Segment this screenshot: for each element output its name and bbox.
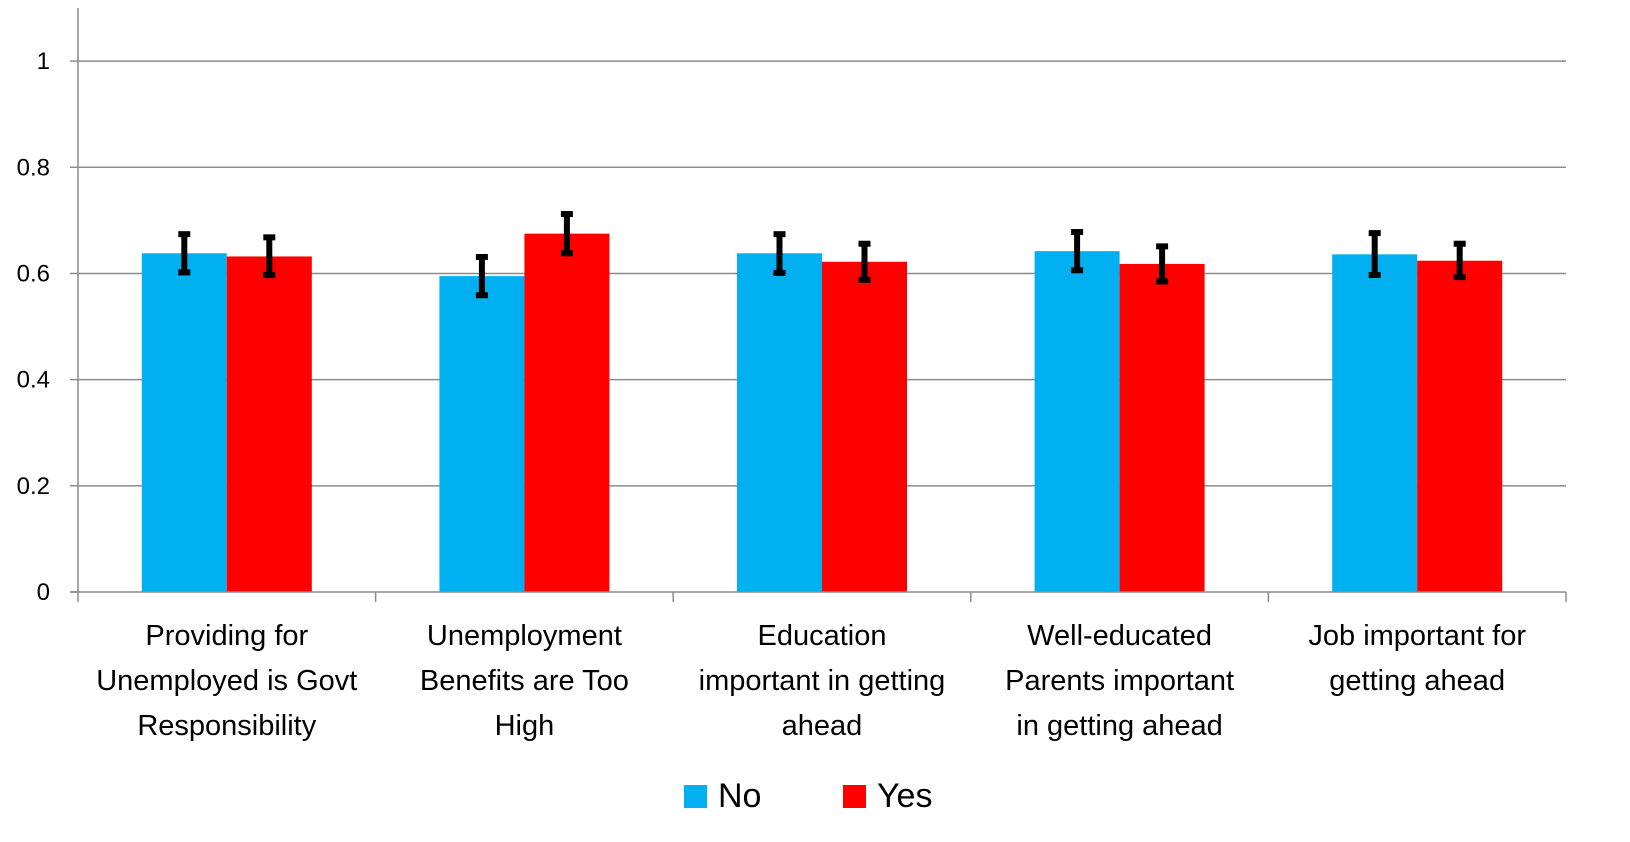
x-category-label-line: Responsibility <box>137 710 316 742</box>
bar-yes-1 <box>226 256 312 592</box>
bar-yes-5 <box>1417 260 1503 592</box>
legend-swatch-yes <box>843 785 866 808</box>
x-category-label-line: Job important for <box>1308 620 1526 652</box>
axes <box>70 8 1567 602</box>
bar-yes-4 <box>1119 263 1205 592</box>
y-tick-label: 0.6 <box>17 260 50 287</box>
y-tick-label: 0 <box>37 579 50 606</box>
x-category-label-line: Benefits are Too <box>420 665 629 697</box>
x-category-label-line: ahead <box>782 710 863 742</box>
legend-label-yes: Yes <box>877 777 932 815</box>
y-tick-label: 0.8 <box>17 154 50 181</box>
bar-yes-3 <box>822 261 907 592</box>
x-category-label-line: important in getting <box>699 665 946 697</box>
x-category-label: Well-educated Parents important in getting… <box>1005 620 1234 742</box>
x-category-label: Unemployment Benefits are Too High <box>420 620 629 742</box>
x-category-label-line: getting ahead <box>1329 665 1505 697</box>
x-axis-labels: Providing for Unemployed is Govt Responsib… <box>96 620 1526 742</box>
x-category-label: Job important for getting ahead <box>1308 620 1526 697</box>
x-category-label-line: Unemployment <box>427 620 622 652</box>
x-category-label-line: Unemployed is Govt <box>96 665 357 697</box>
legend-swatch-no <box>684 785 707 808</box>
bar-no-5 <box>1332 254 1418 593</box>
x-category-label: Education important in getting ahead <box>699 620 946 742</box>
y-tick-label: 0.4 <box>17 367 50 394</box>
x-category-label-line: Education <box>758 620 887 652</box>
y-tick-label: 0.2 <box>17 473 50 500</box>
y-axis-ticks: 0 0.2 0.4 0.6 0.8 1 <box>17 48 50 606</box>
x-category-label: Providing for Unemployed is Govt Responsib… <box>96 620 357 742</box>
error-bars <box>178 210 1466 299</box>
x-category-label-line: Providing for <box>145 620 308 652</box>
y-tick-label: 1 <box>37 48 50 75</box>
bar-no-2 <box>439 276 525 592</box>
bar-yes-2 <box>524 233 610 593</box>
x-category-label-line: Well-educated <box>1027 620 1212 652</box>
x-category-label-line: High <box>495 710 555 742</box>
legend-label-no: No <box>718 777 761 815</box>
bar-no-3 <box>737 253 822 592</box>
bar-no-1 <box>141 253 227 592</box>
bar-no-4 <box>1034 251 1120 592</box>
x-category-label-line: Parents important <box>1005 665 1234 697</box>
legend: No Yes <box>684 777 932 815</box>
bars <box>141 233 1503 593</box>
x-category-label-line: in getting ahead <box>1016 710 1222 742</box>
